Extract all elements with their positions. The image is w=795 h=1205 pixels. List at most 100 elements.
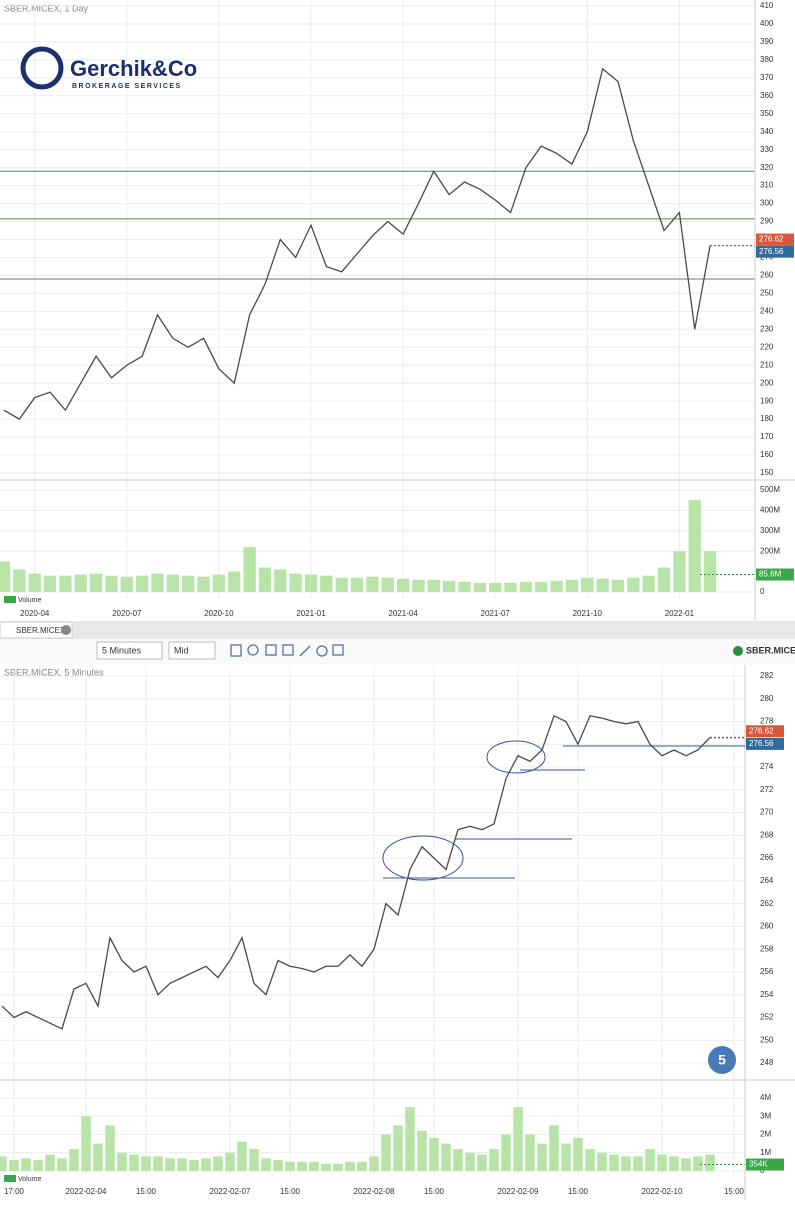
volume-bar <box>309 1161 319 1171</box>
badge <box>708 1046 736 1074</box>
volume-bar <box>201 1158 211 1171</box>
volume-bar <box>43 575 57 592</box>
volume-bar <box>441 1143 451 1171</box>
last-price-label: 276.62 <box>749 726 774 735</box>
x-tick-label: 15:00 <box>568 1187 589 1196</box>
y-tick-label: 278 <box>760 717 774 726</box>
interval-select[interactable] <box>96 641 163 660</box>
volume-tick-label: 0 <box>760 1166 765 1175</box>
y-tick-label: 200 <box>760 378 774 387</box>
volume-bar <box>297 1161 307 1171</box>
volume-bar <box>274 569 287 592</box>
tab[interactable] <box>0 621 73 639</box>
volume-bar <box>74 574 87 592</box>
volume-bar <box>212 574 226 592</box>
volume-bar <box>0 1156 7 1171</box>
y-tick-label: 264 <box>760 876 774 885</box>
volume-bar <box>681 1158 691 1171</box>
price-mode-select[interactable] <box>168 641 216 660</box>
volume-tick-label: 0 <box>760 587 765 596</box>
volume-bar <box>182 575 195 592</box>
volume-bar <box>21 1158 31 1171</box>
volume-bar <box>335 577 348 592</box>
y-tick-label: 410 <box>760 1 774 10</box>
volume-bar <box>504 582 517 592</box>
x-tick-label: 15:00 <box>280 1187 301 1196</box>
last-price-box <box>756 245 794 258</box>
volume-bar <box>513 1107 523 1171</box>
volume-bar <box>525 1134 535 1171</box>
last-price-box <box>746 725 784 738</box>
volume-bar <box>642 575 655 592</box>
volume-bar <box>673 551 686 592</box>
volume-bar <box>366 576 379 592</box>
volume-bar <box>573 1138 583 1171</box>
last-price-label: 276.62 <box>759 235 784 244</box>
y-tick-label: 282 <box>760 671 774 680</box>
price-mode: Mid <box>174 645 189 655</box>
price-line <box>3 67 711 420</box>
interval: 5 Minutes <box>102 645 142 655</box>
volume-bar <box>93 1143 103 1171</box>
volume-bar <box>657 1154 667 1171</box>
volume-bar <box>669 1156 679 1171</box>
volume-bar <box>261 1158 271 1171</box>
volume-bar <box>565 579 579 592</box>
volume-bar <box>693 1156 703 1171</box>
y-tick-label: 300 <box>760 199 774 208</box>
chart-title: SBER.MICEX, 5 Minutes <box>4 667 104 677</box>
y-tick-label: 170 <box>760 432 774 441</box>
volume-bar <box>57 1158 67 1171</box>
y-tick-label: 150 <box>760 468 774 477</box>
volume-bar <box>345 1161 355 1171</box>
volume-bar <box>412 579 425 592</box>
volume-bar <box>59 575 72 592</box>
volume-bar <box>33 1160 43 1171</box>
volume-bar <box>0 561 11 592</box>
x-tick-label: 2021-07 <box>481 609 511 618</box>
volume-bar <box>166 574 179 592</box>
y-tick-label: 340 <box>760 127 774 136</box>
x-tick-label: 2022-01 <box>665 609 695 618</box>
volume-tick-label: 400M <box>760 506 780 515</box>
volume-bar <box>153 1156 163 1171</box>
last-volume-label: 85.6M <box>759 570 782 579</box>
y-tick-label: 262 <box>760 899 774 908</box>
y-tick-label: 280 <box>760 694 774 703</box>
volume-bar <box>561 1143 571 1171</box>
volume-tick-label: 3M <box>760 1111 771 1120</box>
y-tick-label: 250 <box>760 1035 774 1044</box>
x-tick-label: 2021-04 <box>388 609 418 618</box>
volume-bar <box>550 580 563 592</box>
tab-close[interactable] <box>61 625 71 635</box>
last-volume-box <box>756 568 794 581</box>
volume-bar <box>535 581 548 592</box>
annotations <box>382 740 745 881</box>
y-tick-label: 320 <box>760 163 774 172</box>
volume-bar <box>609 1154 619 1171</box>
volume-bar <box>585 1149 595 1171</box>
y-tick-label: 270 <box>760 808 774 817</box>
volume-bar <box>405 1107 415 1171</box>
tool-icons[interactable] <box>230 644 344 657</box>
volume-bar <box>120 576 133 592</box>
last-price-label: 276.56 <box>749 739 774 748</box>
y-tick-label: 248 <box>760 1058 774 1067</box>
logo-tagline: BROKERAGE SERVICES <box>72 83 182 90</box>
volume-bar <box>350 577 364 592</box>
y-tick-label: 268 <box>760 830 774 839</box>
volume-bar <box>105 1125 115 1171</box>
volume-bar <box>151 573 164 592</box>
volume-tick-label: 500M <box>760 485 780 494</box>
x-tick-label: 2020-07 <box>112 609 142 618</box>
volume-tick-label: 4M <box>760 1093 771 1102</box>
y-tick-label: 250 <box>760 288 774 297</box>
x-tick-label: 2021-01 <box>296 609 326 618</box>
volume-bar <box>393 1125 403 1171</box>
x-tick-label: 2022-02-07 <box>210 1187 251 1196</box>
volume-bar <box>596 578 609 592</box>
volume-bar <box>13 569 26 592</box>
volume-bar <box>611 579 625 592</box>
